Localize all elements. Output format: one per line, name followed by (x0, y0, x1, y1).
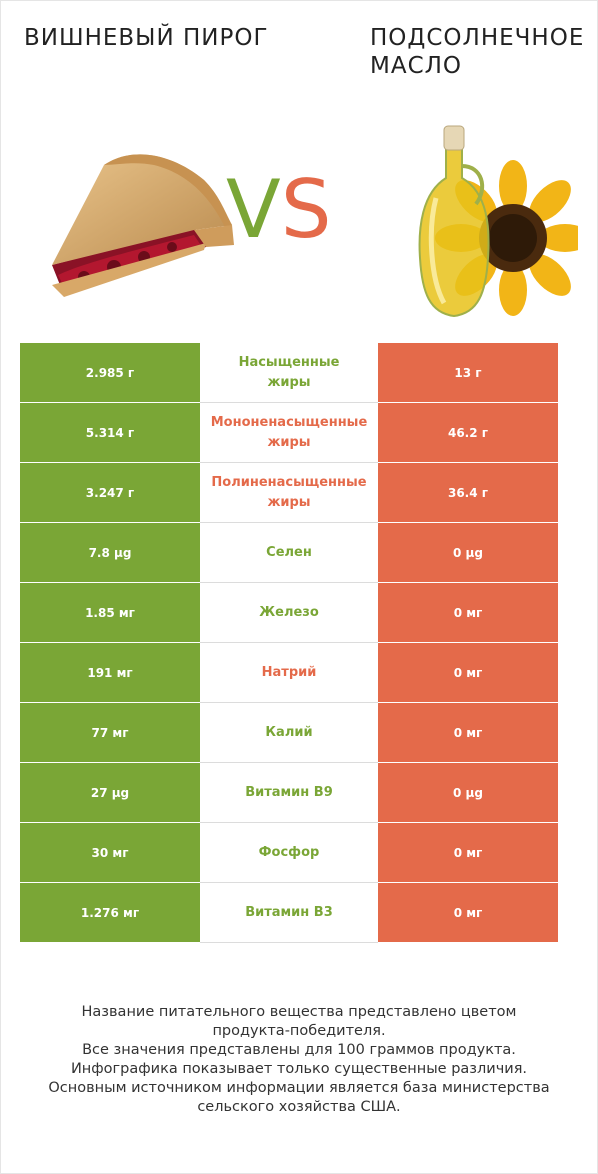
right-value: 46.2 г (378, 403, 558, 463)
sunflower-oil-image (418, 125, 578, 318)
table-row: 5.314 г Мононенасыщенные жиры 46.2 г (20, 403, 558, 463)
footer-line: сельского хозяйства США. (197, 1099, 401, 1115)
left-value: 77 мг (20, 703, 200, 763)
footer-notes: Название питательного вещества представл… (40, 1003, 558, 1117)
table-row: 30 мг Фосфор 0 мг (20, 823, 558, 883)
table-row: 2.985 г Насыщенные жиры 13 г (20, 343, 558, 403)
vs-s-letter: S (280, 163, 332, 256)
right-value: 0 мг (378, 643, 558, 703)
footer-line: Основным источником информации является … (48, 1080, 550, 1096)
vs-label: VS (226, 160, 332, 260)
footer-line: Название питательного вещества представл… (81, 1004, 517, 1020)
nutrient-name: Витамин B9 (200, 763, 378, 823)
left-value: 5.314 г (20, 403, 200, 463)
nutrient-name: Полиненасыщенные жиры (200, 463, 378, 523)
left-value: 3.247 г (20, 463, 200, 523)
left-value: 2.985 г (20, 343, 200, 403)
nutrient-name: Натрий (200, 643, 378, 703)
left-value: 27 µg (20, 763, 200, 823)
right-value: 0 мг (378, 883, 558, 943)
cherry-pie-image (52, 154, 234, 297)
left-value: 191 мг (20, 643, 200, 703)
comparison-table: 2.985 г Насыщенные жиры 13 г 5.314 г Мононена… (20, 343, 558, 943)
table-row: 7.8 µg Селен 0 µg (20, 523, 558, 583)
nutrient-name: Железо (200, 583, 378, 643)
vs-v-letter: V (226, 163, 281, 256)
table-row: 27 µg Витамин B9 0 µg (20, 763, 558, 823)
table-row: 3.247 г Полиненасыщенные жиры 36.4 г (20, 463, 558, 523)
nutrient-name: Насыщенные жиры (200, 343, 378, 403)
table-row: 1.276 мг Витамин B3 0 мг (20, 883, 558, 943)
left-product-title: Вишневый пирог (24, 25, 269, 51)
right-product-title: Подсолнечное масло (370, 25, 585, 79)
right-value: 0 мг (378, 583, 558, 643)
footer-line: продукта-победителя. (212, 1023, 386, 1039)
table-row: 191 мг Натрий 0 мг (20, 643, 558, 703)
nutrient-name: Мононенасыщенные жиры (200, 403, 378, 463)
right-value: 0 µg (378, 763, 558, 823)
right-value: 0 µg (378, 523, 558, 583)
nutrient-name: Витамин B3 (200, 883, 378, 943)
left-value: 7.8 µg (20, 523, 200, 583)
table-row: 1.85 мг Железо 0 мг (20, 583, 558, 643)
left-value: 1.276 мг (20, 883, 200, 943)
left-value: 30 мг (20, 823, 200, 883)
footer-line: Инфографика показывает только существенн… (70, 1061, 528, 1077)
nutrient-name: Калий (200, 703, 378, 763)
right-value: 0 мг (378, 703, 558, 763)
left-value: 1.85 мг (20, 583, 200, 643)
table-row: 77 мг Калий 0 мг (20, 703, 558, 763)
right-value: 0 мг (378, 823, 558, 883)
right-value: 36.4 г (378, 463, 558, 523)
nutrient-name: Селен (200, 523, 378, 583)
right-value: 13 г (378, 343, 558, 403)
footer-line: Все значения представлены для 100 граммо… (82, 1042, 516, 1058)
nutrient-name: Фосфор (200, 823, 378, 883)
